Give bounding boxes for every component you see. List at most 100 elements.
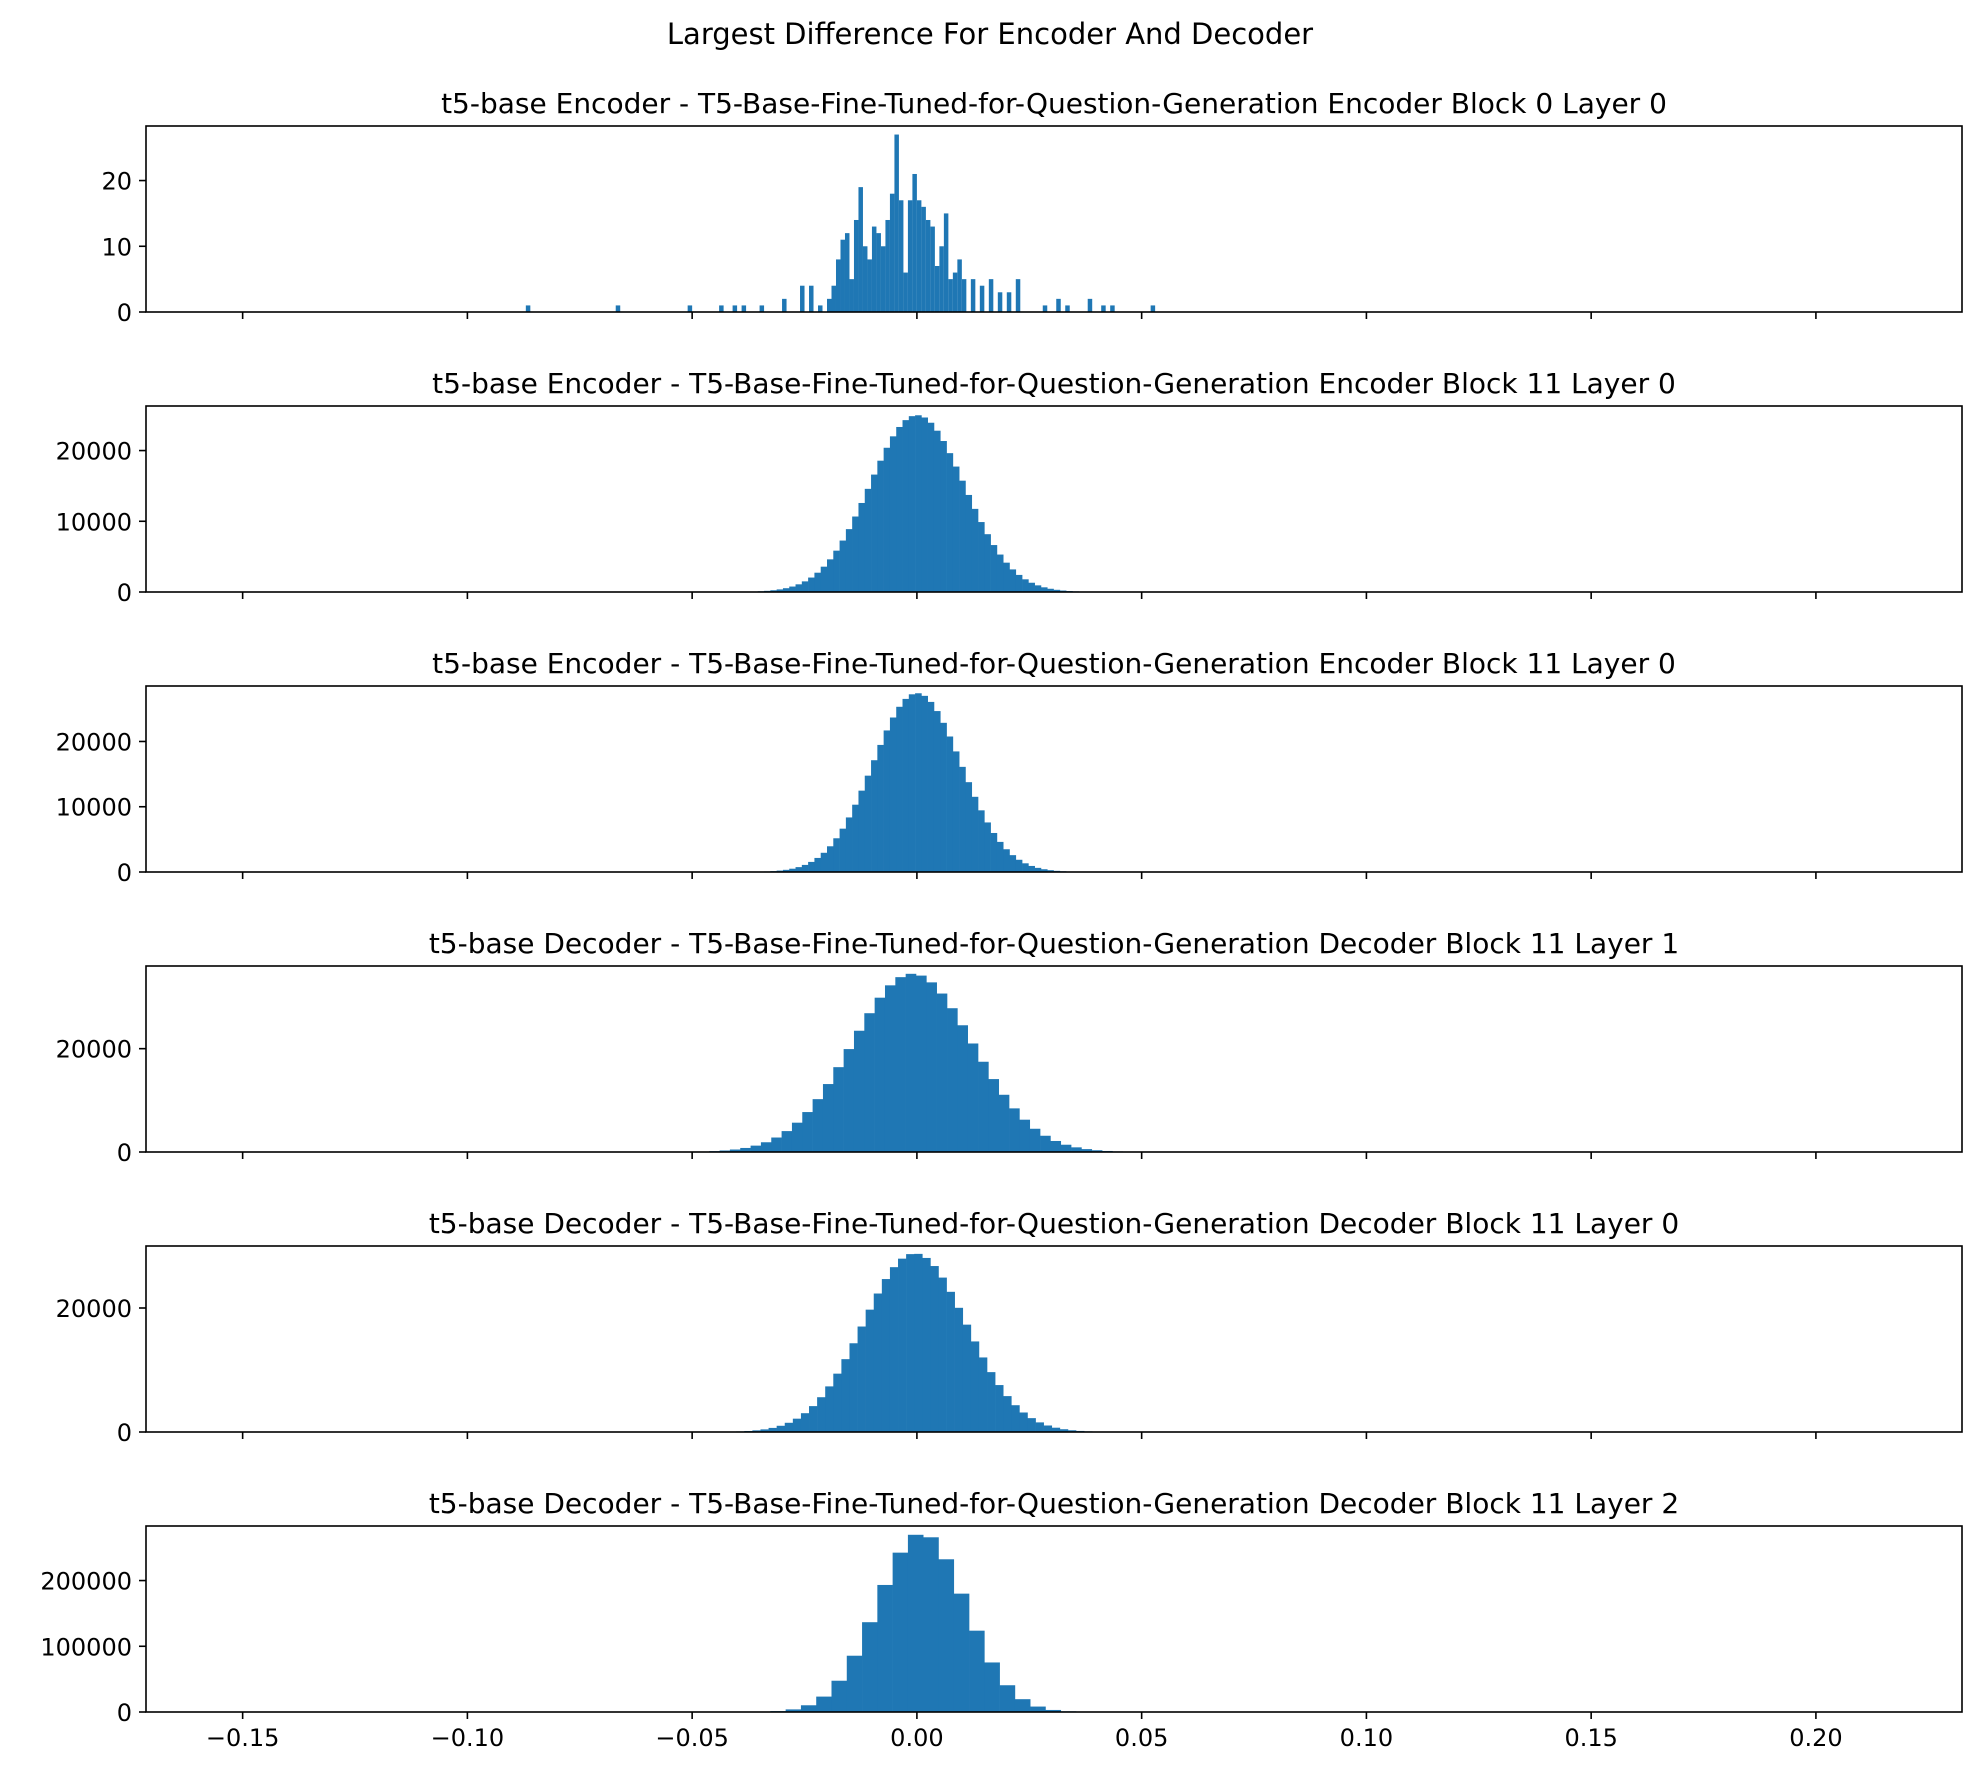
histogram-bar — [760, 1429, 769, 1432]
histogram-bar — [876, 233, 881, 312]
x-tick-label: 0.10 — [1340, 1724, 1393, 1752]
subplot-1: t5-base Encoder - T5-Base-Fine-Tuned-for… — [101, 87, 1963, 327]
histogram-bar — [922, 1257, 931, 1432]
histogram-bar — [1042, 305, 1048, 312]
subplot-3: t5-base Encoder - T5-Base-Fine-Tuned-for… — [56, 647, 1963, 887]
subplot-5: t5-base Decoder - T5-Base-Fine-Tuned-for… — [56, 1207, 1963, 1447]
histogram-bar — [895, 977, 906, 1152]
histogram-bar — [1051, 1427, 1061, 1432]
histogram-bar — [996, 841, 1004, 872]
histogram-bar — [946, 1291, 955, 1432]
histogram-bar — [984, 1662, 1000, 1712]
histogram-bar — [927, 701, 935, 872]
y-tick-label: 10000 — [56, 508, 132, 536]
y-tick-label: 200000 — [40, 1568, 132, 1596]
histogram-bar — [843, 1049, 855, 1152]
histogram-bar — [881, 1279, 891, 1432]
histogram-bar — [827, 846, 834, 872]
histogram-bar — [936, 993, 948, 1152]
histogram-bar — [1087, 298, 1093, 312]
histogram-bar — [750, 1145, 762, 1152]
histogram-bar — [687, 305, 693, 312]
histogram-bar — [729, 1149, 741, 1152]
histogram-bar — [939, 246, 944, 312]
histogram-bar — [858, 502, 866, 592]
histogram-bar — [987, 1372, 996, 1432]
histogram-bar — [930, 1266, 939, 1432]
histogram-bar — [1028, 865, 1035, 872]
histogram-bar — [946, 453, 954, 592]
subplot-4: t5-base Decoder - T5-Base-Fine-Tuned-for… — [56, 927, 1963, 1167]
histogram-bar — [795, 867, 803, 872]
histogram-bar — [921, 417, 928, 592]
histogram-bar — [998, 1094, 1010, 1152]
histogram-bar — [1081, 1149, 1093, 1152]
histogram-bar — [785, 1709, 802, 1712]
histogram-bar — [940, 722, 947, 872]
histogram-bar — [903, 272, 908, 312]
histogram-bar — [833, 550, 840, 592]
histogram-bar — [800, 1705, 817, 1712]
y-tick-label: 20000 — [56, 1295, 132, 1323]
histogram-bar — [905, 973, 917, 1152]
x-tick-label: 0.05 — [1115, 1724, 1168, 1752]
histogram-bar — [916, 975, 927, 1152]
histogram-bar — [971, 796, 979, 872]
histogram-bar — [845, 817, 853, 872]
histogram-bar — [831, 285, 836, 312]
histogram-bar — [820, 852, 828, 872]
histogram-bars — [770, 1534, 1077, 1712]
histogram-bar — [864, 775, 872, 872]
histogram-bar — [1050, 1140, 1062, 1152]
histogram-bar — [781, 1131, 793, 1152]
histogram-bar — [809, 1406, 818, 1432]
histogram-bar — [940, 441, 947, 592]
histogram-bar — [784, 1422, 794, 1432]
histogram-bar — [898, 200, 904, 312]
histogram-bar — [938, 1559, 955, 1712]
histogram-bar — [800, 285, 805, 312]
histogram-bar — [990, 832, 998, 872]
histogram-bar — [984, 534, 991, 592]
histogram-bar — [874, 997, 886, 1152]
histogram-bar — [877, 744, 884, 872]
histogram-bar — [959, 480, 966, 592]
histogram-bar — [808, 577, 815, 592]
histogram-bar — [789, 586, 796, 592]
histogram-bar — [782, 298, 787, 312]
histogram-bar — [889, 436, 897, 592]
histogram-bar — [871, 474, 878, 592]
histogram-bar — [969, 1630, 985, 1712]
histogram-bar — [889, 1267, 899, 1432]
histogram-bar — [1006, 292, 1012, 312]
histogram-bar — [1110, 305, 1115, 312]
histogram-bar — [871, 226, 877, 312]
histogram-bar — [914, 1253, 923, 1432]
histogram-bar — [978, 810, 985, 872]
histogram-bar — [858, 790, 866, 872]
histogram-bar — [719, 305, 724, 312]
y-tick-label: 0 — [117, 1419, 132, 1447]
histogram-bar — [938, 1277, 947, 1432]
histogram-bar — [782, 869, 790, 872]
histogram-bar — [877, 1584, 893, 1712]
histogram-bar — [915, 693, 922, 872]
histogram-bar — [867, 259, 872, 312]
histogram-bar — [1053, 589, 1061, 592]
histogram-bar — [771, 1137, 782, 1152]
histogram-bar — [1040, 1135, 1051, 1152]
subplot-title: t5-base Encoder - T5-Base-Fine-Tuned-for… — [432, 647, 1676, 680]
histogram-bar — [957, 259, 962, 312]
histogram-bar — [1034, 867, 1042, 872]
histogram-bar — [792, 1418, 802, 1432]
histogram-bar — [988, 279, 994, 312]
y-tick-label: 20000 — [56, 438, 132, 466]
histogram-bar — [852, 804, 859, 872]
histogram-bar — [952, 751, 960, 872]
histogram-bar — [912, 173, 917, 312]
y-tick-label: 20000 — [56, 728, 132, 756]
histogram-bars — [728, 1253, 1101, 1432]
histogram-bar — [970, 279, 976, 312]
histogram-bar — [827, 559, 834, 592]
subplot-title: t5-base Decoder - T5-Base-Fine-Tuned-for… — [429, 1207, 1679, 1240]
